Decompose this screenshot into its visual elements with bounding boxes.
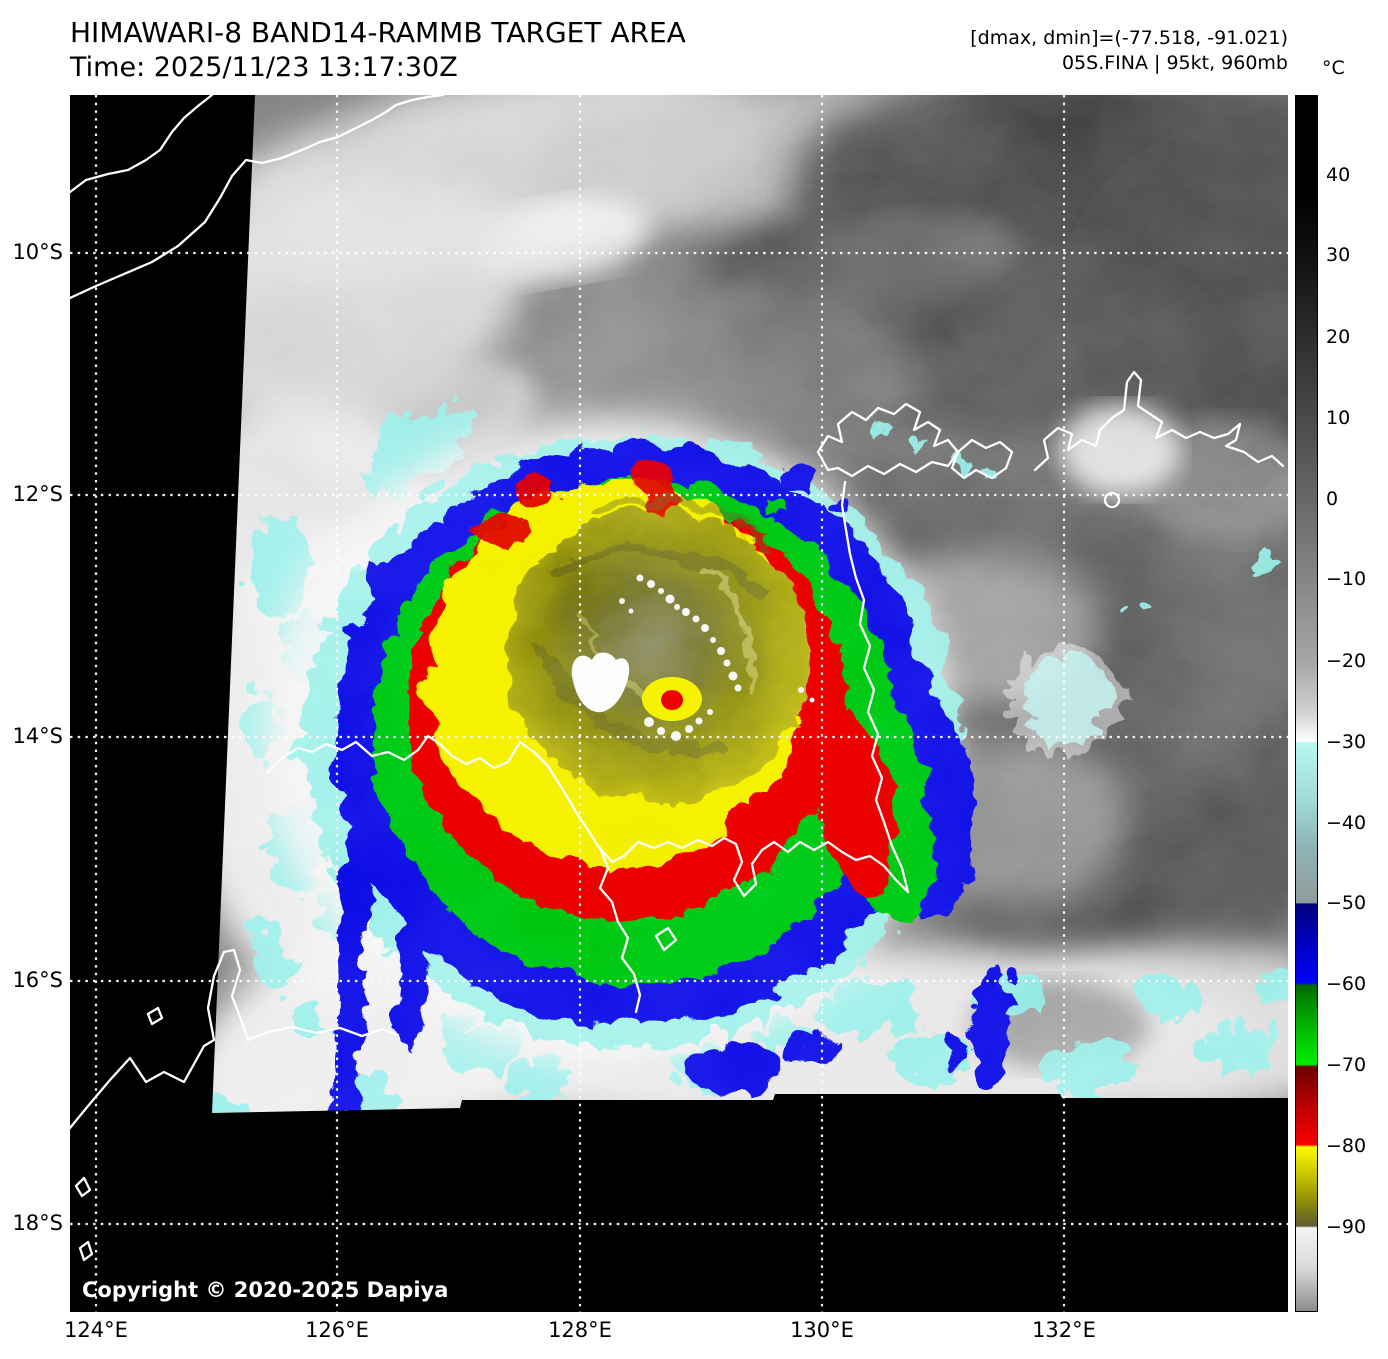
colorbar-tick-m90: −90 [1326,1216,1367,1238]
colorbar-tick-m50: −50 [1326,892,1367,914]
lon-label-132e: 132°E [1032,1318,1096,1342]
colorbar-tick-30: 30 [1326,244,1351,266]
annotation-storm-info: 05S.FINA | 95kt, 960mb [1061,52,1288,74]
lon-label-124e: 124°E [64,1318,128,1342]
colorbar-tick-m20: −20 [1326,650,1367,672]
colorbar-tick-20: 20 [1326,326,1351,348]
timestamp-label: Time: 2025/11/23 13:17:30Z [70,52,458,83]
lat-label-12s: 12°S [12,482,63,506]
copyright-label: Copyright © 2020-2025 Dapiya [82,1278,449,1302]
colorbar-unit-label: °C [1322,57,1345,79]
colorbar-tick-m10: −10 [1326,568,1367,590]
colorbar-tick-40: 40 [1326,164,1351,186]
colorbar-tick-10: 10 [1326,407,1351,429]
lon-label-130e: 130°E [790,1318,854,1342]
coastline-nt-west [840,480,910,894]
colorbar-tick-m30: −30 [1326,731,1367,753]
temperature-colorbar [1295,95,1318,1312]
lat-label-18s: 18°S [12,1211,63,1235]
colorbar-tick-m40: −40 [1326,812,1367,834]
coastline-kimberley [266,734,910,898]
cloud-structure-overlay [212,95,1288,1113]
colorbar-tick-0: 0 [1326,488,1339,510]
colorbar-tick-m60: −60 [1326,973,1367,995]
graticule-gridlines [70,95,1288,1312]
coastline-tiwi-islands [816,402,960,478]
coastline-timor-north [68,93,214,194]
page-title: HIMAWARI-8 BAND14-RAMMB TARGET AREA [70,16,686,49]
lat-label-14s: 14°S [12,724,63,748]
annotation-dmax-dmin: [dmax, dmin]=(-77.518, -91.021) [970,27,1288,49]
coastline-cambridge-gulf [598,846,642,1014]
satellite-image [68,93,1288,1312]
colorbar-tick-m80: −80 [1326,1135,1367,1157]
coastlines [68,93,1285,1262]
coastline-arnhem [1033,370,1285,472]
lat-label-10s: 10°S [12,240,63,264]
lat-label-16s: 16°S [12,968,63,992]
coastline-timor-south [68,93,445,300]
satellite-map-canvas: Copyright © 2020-2025 Dapiya [68,93,1288,1312]
colorbar-tick-m70: −70 [1326,1054,1367,1076]
lon-label-128e: 128°E [548,1318,612,1342]
lon-label-126e: 126°E [305,1318,369,1342]
